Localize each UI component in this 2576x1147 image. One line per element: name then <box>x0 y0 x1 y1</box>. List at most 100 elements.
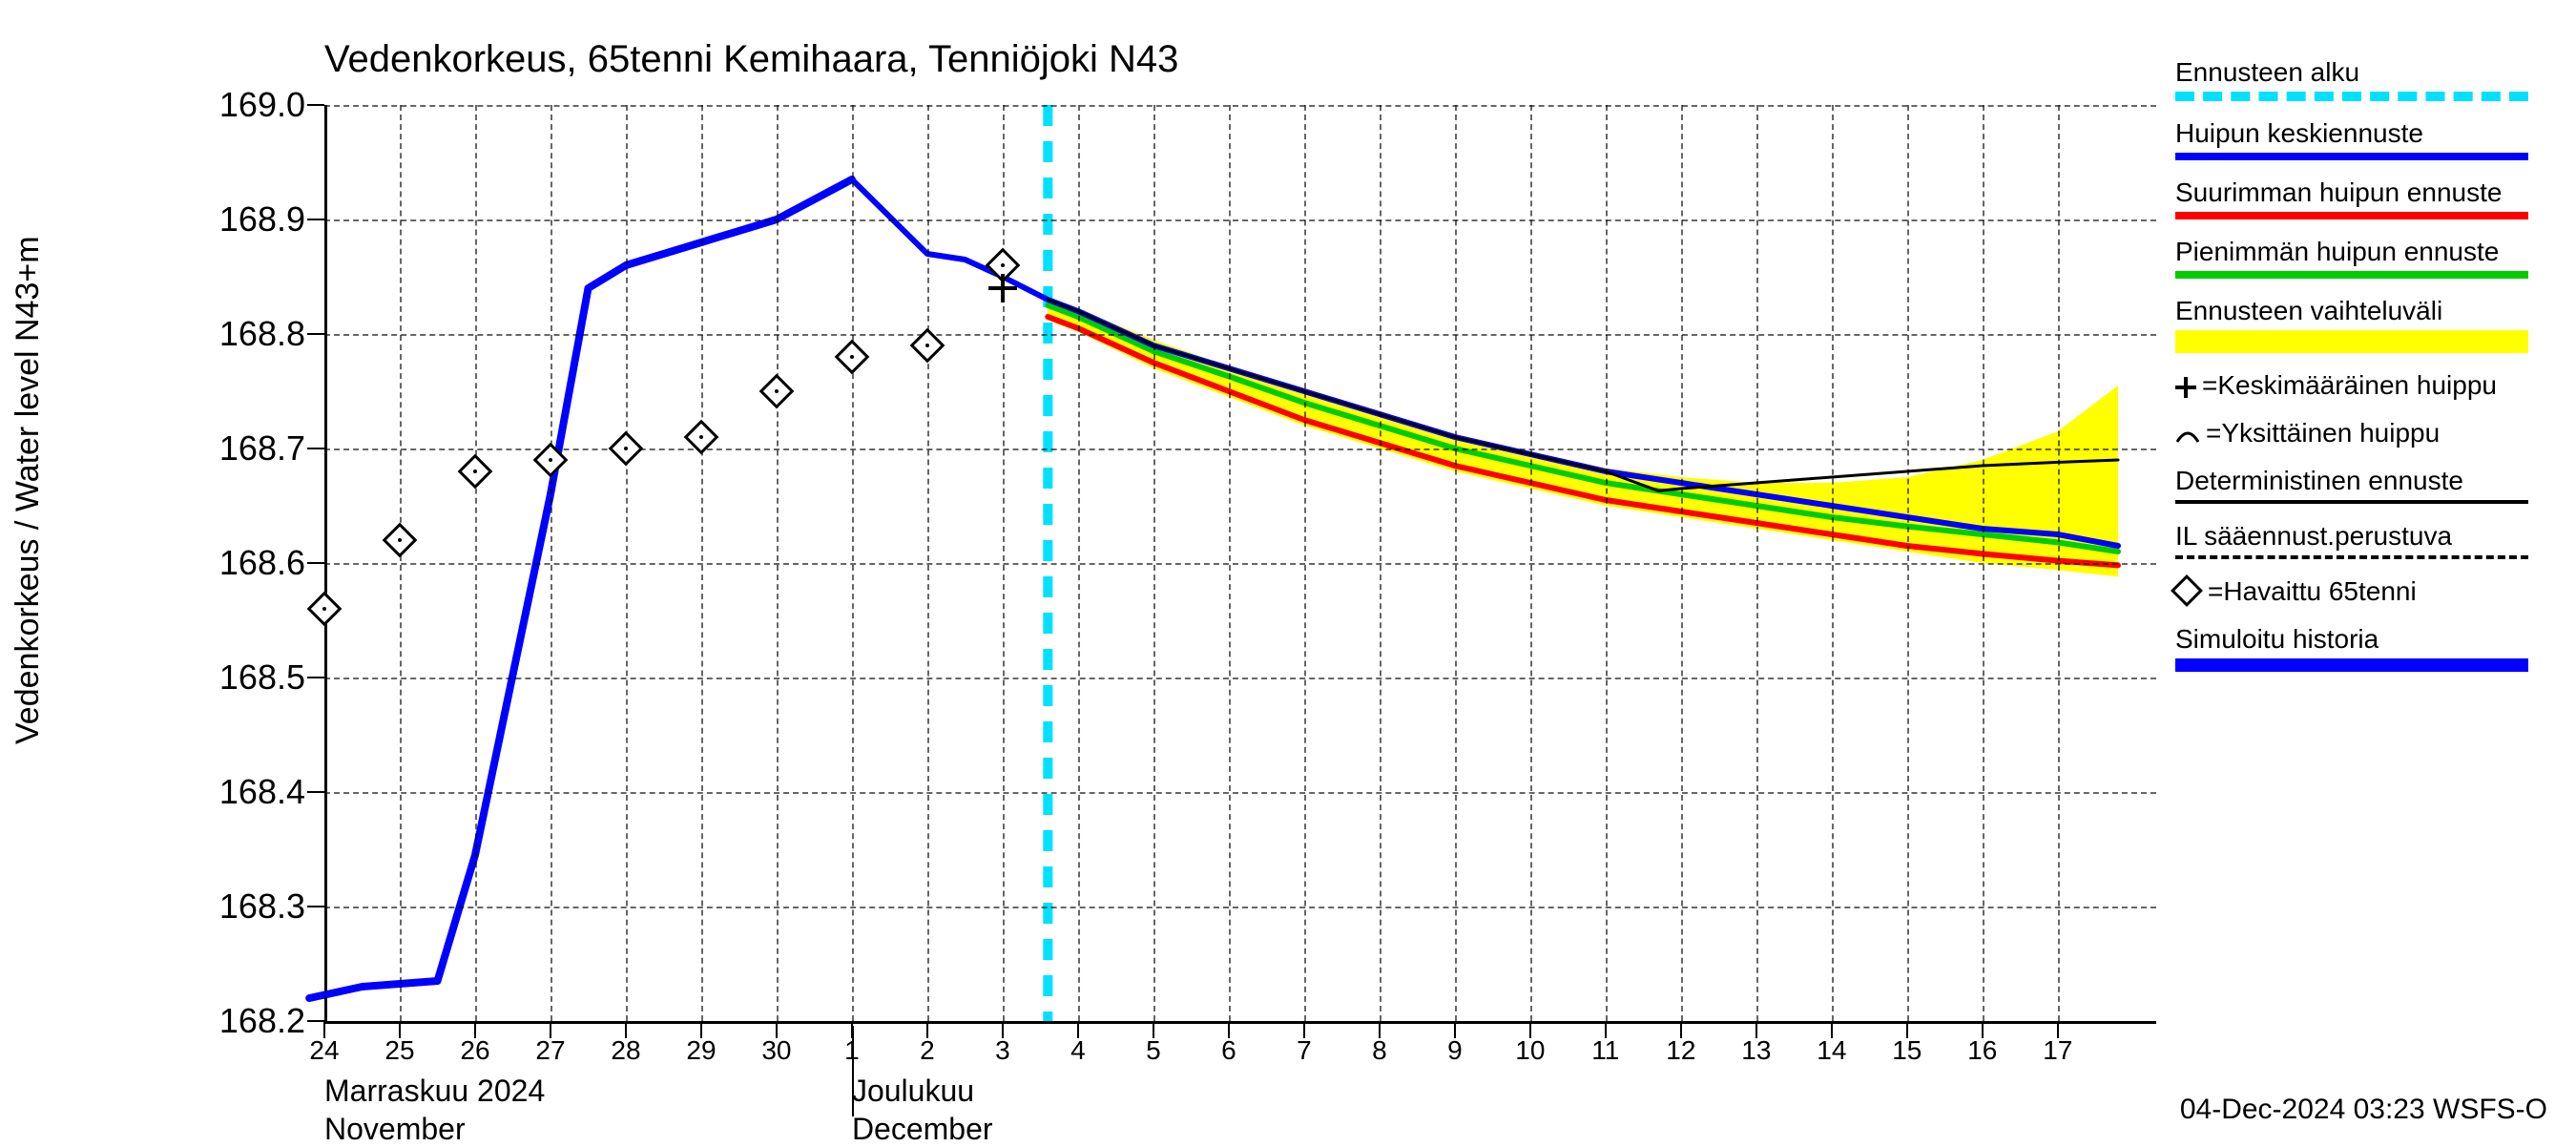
y-grid-line <box>324 792 2156 794</box>
x-grid-line <box>777 105 779 1021</box>
y-grid-line <box>324 678 2156 679</box>
x-tick-label: 3 <box>995 1035 1010 1066</box>
history-tail-line <box>852 179 1048 300</box>
x-tick-label: 2 <box>920 1035 935 1066</box>
y-grid-line <box>324 105 2156 107</box>
x-tick-label: 13 <box>1741 1035 1771 1066</box>
x-grid-line <box>1530 105 1532 1021</box>
x-tick-label: 16 <box>1967 1035 1997 1066</box>
x-grid-line <box>1756 105 1758 1021</box>
x-tick-label: 9 <box>1447 1035 1463 1066</box>
plot-area: 168.2168.3168.4168.5168.6168.7168.8168.9… <box>324 105 2156 1021</box>
x-grid-line <box>701 105 703 1021</box>
legend-item: =Yksittäinen huippu <box>2175 418 2557 448</box>
x-grid-line <box>2058 105 2060 1021</box>
y-tick-label: 168.5 <box>172 657 305 698</box>
legend-swatch <box>2175 212 2528 219</box>
month-label-bottom: November <box>324 1112 466 1147</box>
x-grid-line <box>1304 105 1306 1021</box>
y-tick <box>307 448 324 449</box>
y-tick-label: 168.3 <box>172 886 305 927</box>
legend-swatch <box>2175 153 2528 160</box>
x-grid-line <box>1606 105 1608 1021</box>
legend: Ennusteen alku Huipun keskiennuste Suurimm… <box>2175 57 2557 689</box>
x-tick-label: 26 <box>460 1035 489 1066</box>
legend-label: Pienimmän huipun ennuste <box>2175 237 2557 267</box>
legend-label: =Yksittäinen huippu <box>2175 418 2557 448</box>
y-tick <box>307 906 324 907</box>
legend-label: IL sääennust.perustuva <box>2175 521 2557 552</box>
legend-label: Simuloitu historia <box>2175 624 2557 655</box>
legend-item: =Keskimääräinen huippu <box>2175 370 2557 401</box>
y-tick-label: 168.4 <box>172 772 305 812</box>
x-grid-line <box>400 105 402 1021</box>
x-tick-label: 27 <box>535 1035 565 1066</box>
y-grid-line <box>324 563 2156 565</box>
x-tick-label: 8 <box>1372 1035 1387 1066</box>
y-tick <box>307 219 324 220</box>
y-tick <box>307 791 324 793</box>
x-tick-label: 28 <box>611 1035 640 1066</box>
x-tick-label: 6 <box>1221 1035 1236 1066</box>
y-tick <box>307 1020 324 1022</box>
legend-swatch <box>2175 555 2528 559</box>
legend-label: Ennusteen alku <box>2175 57 2557 88</box>
x-tick-label: 24 <box>309 1035 339 1066</box>
month-label-top: Joulukuu <box>852 1074 974 1109</box>
y-tick <box>307 562 324 564</box>
chart-title: Vedenkorkeus, 65tenni Kemihaara, Tenniöj… <box>324 38 1178 81</box>
x-grid-line <box>475 105 477 1021</box>
y-tick-label: 168.7 <box>172 428 305 469</box>
x-grid-line <box>551 105 552 1021</box>
legend-label: Suurimman huipun ennuste <box>2175 177 2557 208</box>
y-tick <box>307 104 324 106</box>
x-tick-label: 17 <box>2043 1035 2072 1066</box>
legend-item: Ennusteen alku <box>2175 57 2557 101</box>
simulated-history-line <box>309 179 852 998</box>
x-grid-line <box>1832 105 1834 1021</box>
month-separator <box>852 1026 854 1116</box>
footer-timestamp: 04-Dec-2024 03:23 WSFS-O <box>2180 1094 2547 1126</box>
x-grid-line <box>626 105 628 1021</box>
y-tick-label: 168.6 <box>172 543 305 583</box>
y-grid-line <box>324 907 2156 908</box>
y-tick <box>307 677 324 678</box>
legend-item: Pienimmän huipun ennuste <box>2175 237 2557 279</box>
forecast-band <box>1048 298 2118 577</box>
legend-item: Huipun keskiennuste <box>2175 118 2557 160</box>
y-axis-label: Vedenkorkeus / Water level N43+m <box>10 236 47 744</box>
x-grid-line <box>1153 105 1155 1021</box>
x-grid-line <box>927 105 929 1021</box>
x-tick-label: 29 <box>686 1035 716 1066</box>
legend-label: Ennusteen vaihteluväli <box>2175 296 2557 326</box>
legend-swatch <box>2175 271 2528 279</box>
plus-icon <box>2175 377 2196 398</box>
y-grid-line <box>324 219 2156 221</box>
x-tick-label: 7 <box>1297 1035 1312 1066</box>
y-tick <box>307 333 324 335</box>
legend-label: =Havaittu 65tenni <box>2175 576 2557 607</box>
x-grid-line <box>1983 105 1984 1021</box>
legend-swatch <box>2175 500 2528 504</box>
y-grid-line <box>324 334 2156 336</box>
x-tick-label: 30 <box>761 1035 791 1066</box>
y-tick-label: 168.9 <box>172 199 305 240</box>
x-grid-line <box>1078 105 1080 1021</box>
y-tick-label: 169.0 <box>172 85 305 125</box>
x-tick-label: 25 <box>384 1035 414 1066</box>
x-tick-label: 15 <box>1892 1035 1922 1066</box>
x-grid-line <box>852 105 854 1021</box>
x-grid-line <box>1681 105 1683 1021</box>
x-grid-line <box>1229 105 1231 1021</box>
legend-item: Simuloitu historia <box>2175 624 2557 672</box>
x-tick-label: 4 <box>1070 1035 1086 1066</box>
x-grid-line <box>324 105 326 1021</box>
diamond-icon <box>2171 574 2203 607</box>
legend-item: =Havaittu 65tenni <box>2175 576 2557 607</box>
legend-swatch <box>2175 92 2528 101</box>
legend-item: Deterministinen ennuste <box>2175 466 2557 504</box>
month-label-bottom: December <box>852 1112 993 1147</box>
legend-swatch <box>2175 330 2528 353</box>
x-tick-label: 14 <box>1817 1035 1846 1066</box>
month-label-top: Marraskuu 2024 <box>324 1074 545 1109</box>
